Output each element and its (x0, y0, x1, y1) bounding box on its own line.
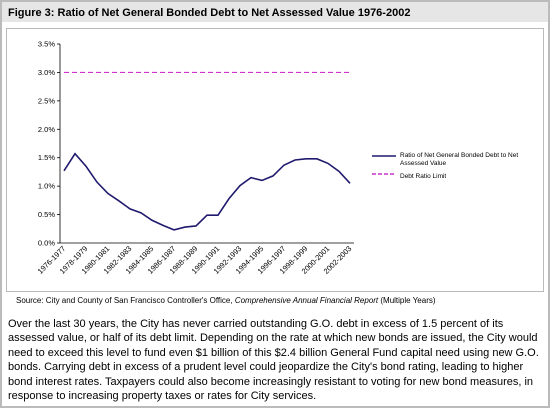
y-tick-label: 0.5% (38, 210, 55, 219)
legend-label: Ratio of Net General Bonded Debt to Net … (400, 152, 519, 167)
body-text: Over the last 30 years, the City has nev… (8, 318, 539, 403)
source-title: Comprehensive Annual Financial Report (234, 296, 379, 305)
y-tick-label: 0.0% (38, 239, 55, 248)
frame (0, 22, 550, 408)
figure-title: Figure 3: Ratio of Net General Bonded De… (0, 0, 550, 22)
series-line (63, 152, 351, 231)
y-tick-label: 1.5% (38, 153, 55, 162)
source-text: (Multiple Years) (378, 296, 436, 305)
chart: 0.0%0.5%1.0%1.5%2.0%2.5%3.0%3.5%1976-197… (36, 40, 396, 276)
source: Source: City and County of San Francisco… (16, 296, 436, 305)
y-tick-label: 3.5% (38, 40, 55, 49)
y-tick-label: 3.0% (38, 68, 55, 77)
y-tick-label: 2.5% (38, 96, 55, 105)
y-tick-label: 2.0% (38, 125, 55, 134)
chart-box (6, 28, 544, 292)
legend-label: Debt Ratio Limit (400, 173, 447, 180)
y-tick-label: 1.0% (38, 182, 55, 191)
source-text: Source: City and County of San Francisco… (16, 296, 235, 305)
